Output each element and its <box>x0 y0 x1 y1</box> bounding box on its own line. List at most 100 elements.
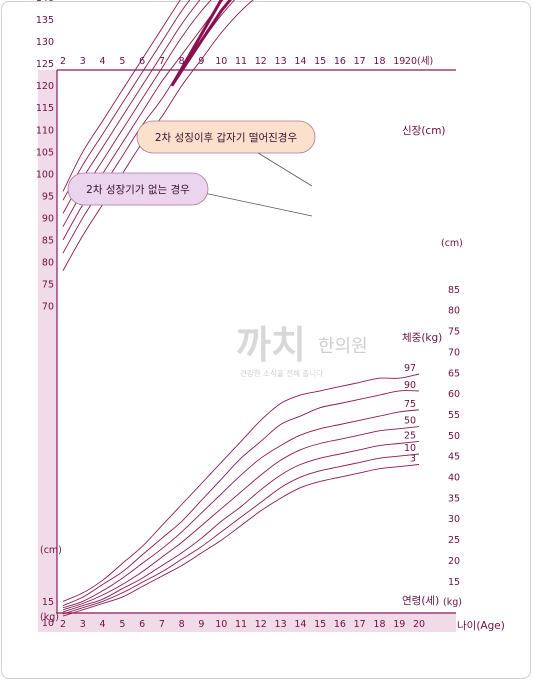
y-tick-height: 85 <box>42 235 54 246</box>
weight-percentile-97 <box>62 373 420 602</box>
x-tick-bottom: 4 <box>100 619 106 630</box>
x-tick-bottom: 2 <box>60 619 66 630</box>
x-tick-bottom: 15 <box>314 619 326 630</box>
right-tick-weight: 35 <box>448 493 460 504</box>
x-tick-top: 4 <box>100 56 106 67</box>
right-tick-weight: 45 <box>448 452 460 463</box>
watermark-clinic: 한의원 <box>318 336 368 357</box>
watermark-logo: 까치 <box>236 322 306 367</box>
height-unit-left: (cm) <box>40 545 62 556</box>
x-tick-top: 3 <box>80 56 86 67</box>
right-tick-weight: 20 <box>448 556 460 567</box>
y-tick-weight: 15 <box>42 597 54 608</box>
y-tick-height: 110 <box>36 125 54 136</box>
height-percentile-90 <box>62 0 191 201</box>
weight-axis-label: 체중(kg) <box>402 332 442 344</box>
right-tick-weight: 55 <box>448 410 460 421</box>
y-tick-height: 135 <box>36 15 54 26</box>
height-percentile-97 <box>62 0 181 192</box>
percentile-curves: 97907550251039790755025103 <box>62 0 420 617</box>
x-tick-top: 5 <box>119 56 125 67</box>
x-tick-top: 13 <box>275 56 287 67</box>
x-tick-bottom: 12 <box>255 619 267 630</box>
x-tick-top: 16 <box>334 56 346 67</box>
x-tick-top: 12 <box>255 56 267 67</box>
weight-percentile-25 <box>62 440 420 613</box>
x-tick-top: 18 <box>373 56 385 67</box>
x-tick-top: 7 <box>159 56 165 67</box>
callout-orange-box <box>136 120 316 154</box>
x-tick-top: 19 <box>393 56 405 67</box>
watermark: 까치 한의원 건강한 소식을 전해 줍니다 <box>236 322 368 378</box>
x-tick-bottom: 16 <box>334 619 346 630</box>
watermark-slogan: 건강한 소식을 전해 줍니다 <box>240 368 323 378</box>
height-percentile-10 <box>62 0 236 254</box>
x-tick-top: 11 <box>235 56 247 67</box>
x-tick-bottom: 17 <box>354 619 366 630</box>
scenario-line-1 <box>170 0 233 87</box>
weight-percentile-label: 3 <box>410 454 416 465</box>
left-axis-band <box>38 70 57 632</box>
x-tick-bottom: 11 <box>235 619 247 630</box>
weight-unit-right: (kg) <box>443 597 462 608</box>
weight-percentile-label: 50 <box>404 416 416 427</box>
y-tick-height: 75 <box>42 279 54 290</box>
right-tick-weight: 30 <box>448 514 460 525</box>
weight-unit-left: (kg) <box>40 612 59 623</box>
right-tick-weight: 85 <box>448 285 460 296</box>
weight-percentile-10 <box>62 453 420 615</box>
callout-purple-text: 2차 성장기가 없는 경우 <box>86 183 190 196</box>
weight-percentile-75 <box>62 409 420 609</box>
x-tick-bottom: 14 <box>294 619 306 630</box>
callout-orange-text: 2차 성징이후 갑자기 떨어진경우 <box>155 131 298 144</box>
x-tick-bottom: 5 <box>119 619 125 630</box>
y-tick-height: 100 <box>36 169 54 180</box>
x-tick-top: 17 <box>354 56 366 67</box>
y-tick-height: 125 <box>36 59 54 70</box>
x-tick-bottom: 10 <box>215 619 227 630</box>
height-percentile-75 <box>62 0 201 214</box>
right-tick-weight: 50 <box>448 431 460 442</box>
x-tick-top: 10 <box>215 56 227 67</box>
height-axis-label: 신장(cm) <box>402 125 446 137</box>
y-tick-height: 115 <box>36 103 54 114</box>
x-tick-top: 8 <box>179 56 185 67</box>
right-tick-weight: 25 <box>448 535 460 546</box>
callout-purple-box <box>67 172 209 206</box>
scenario-lines <box>170 0 233 87</box>
weight-percentile-label: 97 <box>404 363 416 374</box>
y-tick-height: 80 <box>42 257 54 268</box>
right-tick-weight: 75 <box>448 327 460 338</box>
right-tick-weight: 80 <box>448 306 460 317</box>
y-tick-height: 130 <box>36 37 54 48</box>
right-tick-weight: 60 <box>448 389 460 400</box>
weight-percentile-50 <box>62 426 420 611</box>
x-tick-bottom: 18 <box>373 619 385 630</box>
x-tick-top: 2 <box>60 56 66 67</box>
height-percentile-50 <box>62 0 212 227</box>
x-tick-bottom: 7 <box>159 619 165 630</box>
x-tick-top: 20(세) <box>405 56 433 67</box>
x-tick-bottom: 6 <box>139 619 145 630</box>
weight-percentile-label: 10 <box>404 443 416 454</box>
height-unit-right: (cm) <box>441 238 463 249</box>
right-tick-weight: 15 <box>448 577 460 588</box>
y-tick-height: 90 <box>42 213 54 224</box>
right-tick-weight: 65 <box>448 368 460 379</box>
y-tick-height: 105 <box>36 147 54 158</box>
bottom-axis-band <box>38 613 456 632</box>
height-percentile-25 <box>62 0 224 241</box>
x-tick-top: 15 <box>314 56 326 67</box>
scenario-line-0 <box>170 0 223 87</box>
y-tick-height: 120 <box>36 81 54 92</box>
y-tick-height: 70 <box>42 301 54 312</box>
x-tick-top: 6 <box>139 56 145 67</box>
right-tick-weight: 40 <box>448 473 460 484</box>
weight-percentile-label: 90 <box>404 380 416 391</box>
weight-percentile-90 <box>62 390 420 607</box>
y-tick-height: 140 <box>36 0 54 4</box>
weight-percentile-label: 25 <box>404 430 416 441</box>
x-tick-top: 9 <box>198 56 204 67</box>
